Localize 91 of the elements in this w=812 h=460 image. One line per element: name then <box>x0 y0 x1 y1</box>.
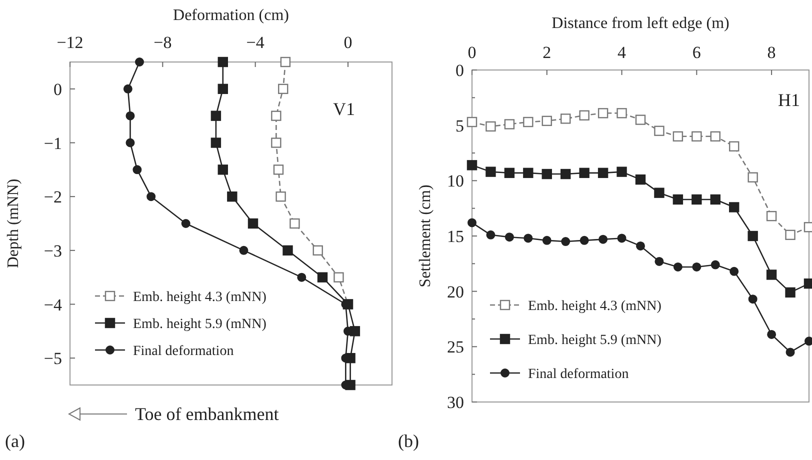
point <box>635 174 646 185</box>
y-tick-label: 0 <box>456 61 464 80</box>
point <box>504 119 515 130</box>
point <box>766 270 777 280</box>
text: Toe of embankment <box>135 404 279 424</box>
point <box>636 241 645 250</box>
legend-label: Emb. height 4.3 (mNN) <box>133 290 267 305</box>
y-tick-label: 0 <box>54 80 62 99</box>
point <box>635 114 646 125</box>
y-tick-label: 30 <box>447 393 464 412</box>
point <box>692 194 702 205</box>
legend-label: Emb. height 5.9 (mNN) <box>133 317 267 332</box>
point <box>598 108 608 118</box>
point <box>672 131 684 142</box>
legend-label: Final deformation <box>133 344 234 359</box>
point <box>692 262 702 272</box>
point <box>486 166 496 177</box>
legend-label: Emb. height 4.3 (mNN) <box>528 299 662 314</box>
point <box>672 194 684 205</box>
point <box>767 330 776 339</box>
y-tick-label: 5 <box>456 116 464 136</box>
point <box>524 234 533 243</box>
y-tick-label: −1 <box>44 134 62 153</box>
point <box>617 234 626 243</box>
x-tick-label: 2 <box>542 43 552 62</box>
point <box>748 172 758 182</box>
x-axis-title: Distance from left edge (m) <box>552 15 730 32</box>
legend-label: Emb. height 5.9 (mNN) <box>528 333 662 348</box>
point <box>579 168 590 178</box>
x-tick-label: −12 <box>56 33 84 52</box>
text: (b) <box>398 431 419 451</box>
y-tick-label: −5 <box>44 349 62 368</box>
y-axis-title: Settlement (cm) <box>417 184 434 288</box>
point <box>766 210 777 222</box>
point <box>654 256 664 266</box>
point <box>748 294 758 304</box>
point <box>486 121 496 132</box>
x-tick-label: 0 <box>468 43 476 62</box>
point <box>560 168 571 180</box>
y-tick-label: 10 <box>447 172 464 191</box>
point <box>542 168 552 180</box>
point <box>692 131 702 142</box>
y-tick-label: 15 <box>447 227 464 246</box>
point <box>730 266 739 276</box>
point <box>598 168 608 178</box>
x-tick-label: −4 <box>246 33 265 52</box>
y-tick-label: −4 <box>44 295 62 314</box>
legend-label: Final deformation <box>528 367 629 382</box>
x-tick-label: 0 <box>344 33 352 52</box>
y-axis-title: Depth (mNN) <box>5 178 22 268</box>
point <box>785 287 796 298</box>
x-tick-label: 8 <box>767 43 776 62</box>
point <box>786 348 795 357</box>
point <box>710 194 720 205</box>
point <box>710 260 720 270</box>
y-tick-label: −3 <box>44 241 62 260</box>
annotation: V1 <box>333 99 355 119</box>
y-tick-label: 25 <box>447 338 464 357</box>
point <box>710 131 720 142</box>
point <box>598 234 608 244</box>
point <box>748 230 758 242</box>
point <box>466 160 478 170</box>
point <box>468 218 476 228</box>
y-tick-label: −2 <box>44 188 62 207</box>
y-tick-label: 20 <box>447 282 464 302</box>
point <box>654 126 664 136</box>
point <box>729 141 740 152</box>
point <box>580 236 589 245</box>
x-tick-label: 6 <box>692 43 701 62</box>
point <box>504 232 514 242</box>
point <box>542 236 552 245</box>
point <box>542 116 552 126</box>
x-axis-title: Deformation (cm) <box>173 7 289 24</box>
point <box>466 116 478 128</box>
point <box>616 166 627 177</box>
point <box>729 202 740 212</box>
point <box>654 188 664 198</box>
point <box>523 116 534 128</box>
point <box>561 237 570 246</box>
text: (a) <box>5 431 25 451</box>
point <box>579 110 590 120</box>
point <box>673 262 682 272</box>
point <box>560 114 571 124</box>
point <box>523 168 534 178</box>
annotation: H1 <box>778 90 800 110</box>
point <box>486 230 496 240</box>
point <box>785 230 796 240</box>
point <box>504 168 515 178</box>
x-tick-label: −8 <box>154 33 172 52</box>
point <box>616 108 627 118</box>
x-tick-label: 4 <box>618 43 627 62</box>
